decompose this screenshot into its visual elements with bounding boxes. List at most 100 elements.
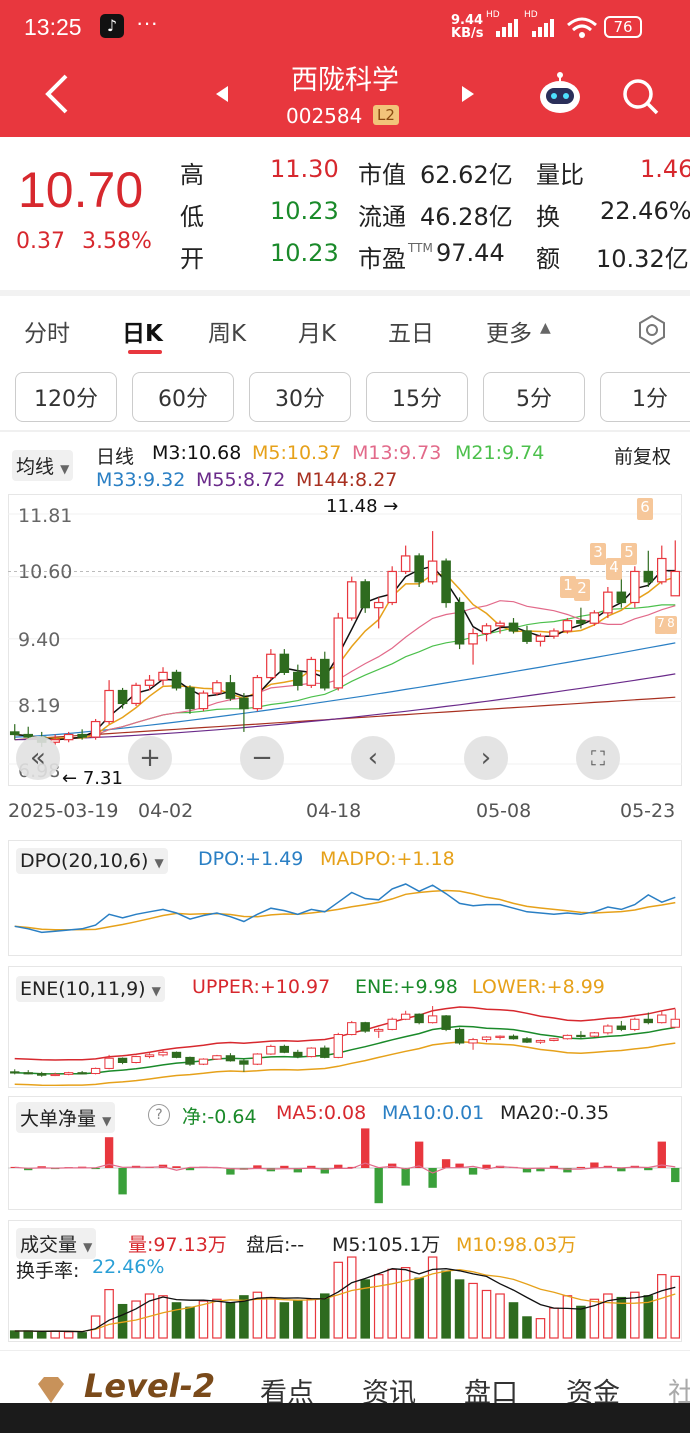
- volume-bar: [400, 1267, 411, 1339]
- tab-community[interactable]: 社: [668, 1378, 690, 1409]
- net-flow-bar: [185, 1168, 195, 1171]
- ene-upper: UPPER:+10.97: [192, 976, 331, 998]
- dpo-line: [14, 883, 676, 934]
- minute-tab-1[interactable]: 1分: [600, 372, 690, 422]
- ene-candle-body: [104, 1057, 114, 1069]
- volume-bar: [346, 1256, 357, 1339]
- candle-body: [441, 560, 451, 604]
- help-icon[interactable]: ?: [148, 1104, 170, 1126]
- scroll-left-fast-button[interactable]: «: [16, 736, 60, 780]
- ene-candle-body: [131, 1056, 141, 1063]
- robot-assistant-icon[interactable]: [536, 72, 584, 120]
- amount-value: 10.32亿: [596, 245, 689, 273]
- stock-name: 西陇科学: [291, 65, 399, 96]
- dpo-selector[interactable]: DPO(20,10,6) ▼: [16, 848, 168, 874]
- ene-selector[interactable]: ENE(10,11,9) ▼: [16, 976, 165, 1002]
- kline-chart[interactable]: [8, 494, 682, 786]
- tab-weekly-k[interactable]: 周K: [208, 321, 247, 347]
- search-icon[interactable]: [620, 76, 660, 120]
- net-flow-bar: [576, 1166, 586, 1168]
- settings-icon[interactable]: [636, 314, 668, 350]
- candle-body: [252, 676, 263, 710]
- level2-tab[interactable]: Level-2: [84, 1367, 216, 1405]
- volume-bar: [77, 1332, 87, 1339]
- net-flow-bar: [361, 1128, 370, 1168]
- turnover-label: 换: [536, 203, 560, 231]
- big-order-ma10: MA10:0.01: [382, 1102, 485, 1124]
- ma-selector[interactable]: 均线 ▼: [12, 450, 74, 481]
- ene-panel[interactable]: [8, 966, 682, 1088]
- ene-candle-body: [616, 1025, 627, 1030]
- minute-tab-60[interactable]: 60分: [132, 372, 234, 422]
- scroll-left-button[interactable]: ‹: [351, 736, 395, 780]
- next-stock-icon[interactable]: [460, 84, 476, 108]
- ene-candle-body: [427, 1015, 438, 1024]
- low-annotation: ← 7.31: [62, 768, 123, 789]
- net-flow-bar: [266, 1168, 276, 1172]
- net-speed: 9.44 KB/s: [451, 13, 484, 41]
- ene-candle-body: [468, 1039, 478, 1044]
- candle-body: [373, 601, 384, 609]
- scroll-right-button[interactable]: ›: [464, 736, 508, 780]
- net-flow-bar: [24, 1168, 33, 1171]
- candle-body: [266, 653, 276, 679]
- ene-mid-line: [14, 1025, 676, 1075]
- kline-panel[interactable]: [8, 494, 682, 786]
- back-icon[interactable]: [42, 72, 72, 120]
- ene-candle-body: [603, 1025, 613, 1034]
- date-tick-4: 05-08: [476, 800, 532, 822]
- volume-chart: [9, 1256, 681, 1339]
- candle-body: [171, 671, 182, 689]
- minute-tab-30[interactable]: 30分: [249, 372, 351, 422]
- volume-bar: [171, 1302, 182, 1339]
- net-flow-bar: [522, 1168, 532, 1173]
- wifi-icon: [566, 16, 598, 44]
- status-time: 13:25: [24, 14, 82, 40]
- tab-daily-k[interactable]: 日K: [122, 321, 163, 347]
- volume-bar: [576, 1305, 586, 1339]
- tab-five-day[interactable]: 五日: [388, 321, 434, 347]
- dpo-panel[interactable]: [8, 840, 682, 956]
- tab-monthly-k[interactable]: 月K: [298, 321, 337, 347]
- minute-tab-15[interactable]: 15分: [366, 372, 468, 422]
- bottom-tab-bar: Level-2 看点 资讯 盘口 资金 社: [0, 1350, 690, 1433]
- net-flow-bar: [482, 1164, 491, 1168]
- zoom-in-button[interactable]: +: [128, 736, 172, 780]
- big-order-selector[interactable]: 大单净量 ▼: [16, 1102, 116, 1133]
- volume-bar: [616, 1296, 627, 1339]
- candle-body: [185, 687, 195, 710]
- minute-tab-120[interactable]: 120分: [15, 372, 117, 422]
- tab-more[interactable]: 更多: [486, 321, 532, 347]
- volume-bar: [333, 1261, 344, 1339]
- madpo-line: [14, 889, 676, 931]
- signal-marker-7: 7: [655, 616, 667, 634]
- net-flow-bar: [563, 1168, 572, 1173]
- zoom-out-button[interactable]: −: [240, 736, 284, 780]
- volume-bar: [225, 1302, 236, 1339]
- net-flow-bar: [644, 1168, 653, 1171]
- float-cap-label: 流通: [358, 203, 406, 231]
- ma-m5: M5:10.37: [252, 442, 342, 464]
- ene-candle-body: [320, 1047, 330, 1058]
- ene-candle-body: [414, 1013, 424, 1024]
- volume-bar: [387, 1268, 397, 1339]
- candle-body: [589, 612, 600, 624]
- tab-timeshare[interactable]: 分时: [24, 321, 70, 347]
- turnover-rate-value: 22.46%: [92, 1256, 165, 1278]
- ene-candle-body: [643, 1018, 653, 1024]
- tiktok-icon: ♪: [100, 14, 124, 38]
- fullscreen-button[interactable]: ⛶: [576, 736, 620, 780]
- active-tab-indicator: [128, 350, 162, 354]
- adjust-mode[interactable]: 前复权: [614, 446, 672, 468]
- prev-stock-icon[interactable]: [214, 84, 230, 108]
- volume-panel[interactable]: [8, 1220, 682, 1342]
- candle-body: [657, 557, 667, 583]
- big-order-panel[interactable]: [8, 1096, 682, 1210]
- ene-candle-body: [454, 1028, 465, 1044]
- ene-candle-body: [225, 1055, 236, 1062]
- high-label: 高: [180, 161, 204, 189]
- ma-m21: M21:9.74: [455, 442, 545, 464]
- minute-tab-5[interactable]: 5分: [483, 372, 585, 422]
- volume-selector[interactable]: 成交量 ▼: [16, 1228, 97, 1259]
- ene-candle-body: [158, 1051, 168, 1056]
